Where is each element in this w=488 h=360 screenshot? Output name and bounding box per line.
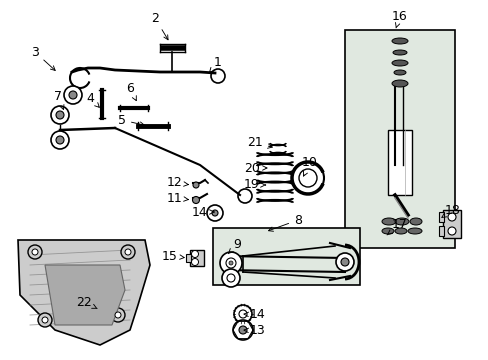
Text: 21: 21 [246, 136, 272, 149]
Text: 2: 2 [151, 12, 168, 40]
Circle shape [220, 252, 242, 274]
Ellipse shape [381, 228, 393, 234]
Circle shape [298, 169, 316, 187]
Text: 6: 6 [126, 81, 136, 100]
Circle shape [56, 111, 64, 119]
Circle shape [239, 310, 246, 318]
Circle shape [234, 305, 251, 323]
Circle shape [191, 251, 198, 257]
Ellipse shape [409, 218, 421, 225]
Circle shape [121, 245, 135, 259]
Circle shape [239, 326, 246, 334]
Bar [387, 130, 411, 195]
Text: 13: 13 [244, 324, 265, 338]
Bar [213, 228, 359, 285]
Text: 20: 20 [244, 162, 266, 175]
Bar [438, 212, 443, 222]
Circle shape [335, 253, 353, 271]
Circle shape [447, 213, 455, 221]
Ellipse shape [381, 218, 395, 225]
Circle shape [69, 91, 77, 99]
Circle shape [232, 320, 252, 340]
Circle shape [222, 269, 240, 287]
Text: 1: 1 [209, 57, 222, 72]
Text: 10: 10 [302, 157, 317, 176]
Ellipse shape [393, 70, 405, 75]
Text: 14: 14 [244, 309, 265, 321]
Circle shape [212, 210, 218, 216]
Circle shape [111, 308, 125, 322]
Circle shape [115, 312, 121, 318]
Circle shape [51, 131, 69, 149]
Circle shape [56, 136, 64, 144]
Text: 17: 17 [386, 219, 407, 235]
Circle shape [447, 227, 455, 235]
Circle shape [228, 261, 232, 265]
Circle shape [226, 274, 235, 282]
Circle shape [340, 258, 348, 266]
Ellipse shape [407, 228, 421, 234]
Circle shape [64, 86, 82, 104]
Circle shape [192, 197, 199, 203]
Circle shape [191, 258, 198, 266]
Ellipse shape [394, 218, 408, 225]
Text: 8: 8 [268, 213, 302, 231]
Bar [345, 30, 454, 248]
Circle shape [38, 313, 52, 327]
Circle shape [42, 317, 48, 323]
Polygon shape [45, 265, 125, 325]
Polygon shape [18, 240, 150, 345]
Circle shape [125, 249, 131, 255]
Text: 19: 19 [244, 179, 265, 192]
Text: 14: 14 [192, 206, 214, 219]
Bar [190, 250, 203, 266]
Circle shape [291, 162, 324, 194]
Text: 3: 3 [31, 45, 55, 71]
Circle shape [32, 249, 38, 255]
Circle shape [28, 245, 42, 259]
Ellipse shape [391, 60, 407, 66]
Text: 11: 11 [167, 192, 188, 204]
Text: 12: 12 [167, 176, 188, 189]
Bar [438, 226, 443, 236]
Ellipse shape [394, 228, 406, 234]
Text: 7: 7 [54, 90, 64, 109]
Text: 9: 9 [228, 238, 241, 254]
Text: 18: 18 [441, 203, 460, 217]
Bar [185, 254, 191, 262]
Text: 5: 5 [118, 113, 144, 126]
Text: 16: 16 [391, 9, 407, 28]
Bar [442, 210, 460, 238]
Circle shape [51, 106, 69, 124]
Ellipse shape [391, 38, 407, 44]
Text: 15: 15 [162, 249, 184, 262]
Circle shape [193, 182, 199, 188]
Text: 22: 22 [76, 296, 97, 309]
Text: 4: 4 [86, 91, 99, 107]
Ellipse shape [392, 50, 406, 55]
Circle shape [206, 205, 223, 221]
Ellipse shape [391, 80, 407, 87]
Circle shape [225, 258, 236, 268]
